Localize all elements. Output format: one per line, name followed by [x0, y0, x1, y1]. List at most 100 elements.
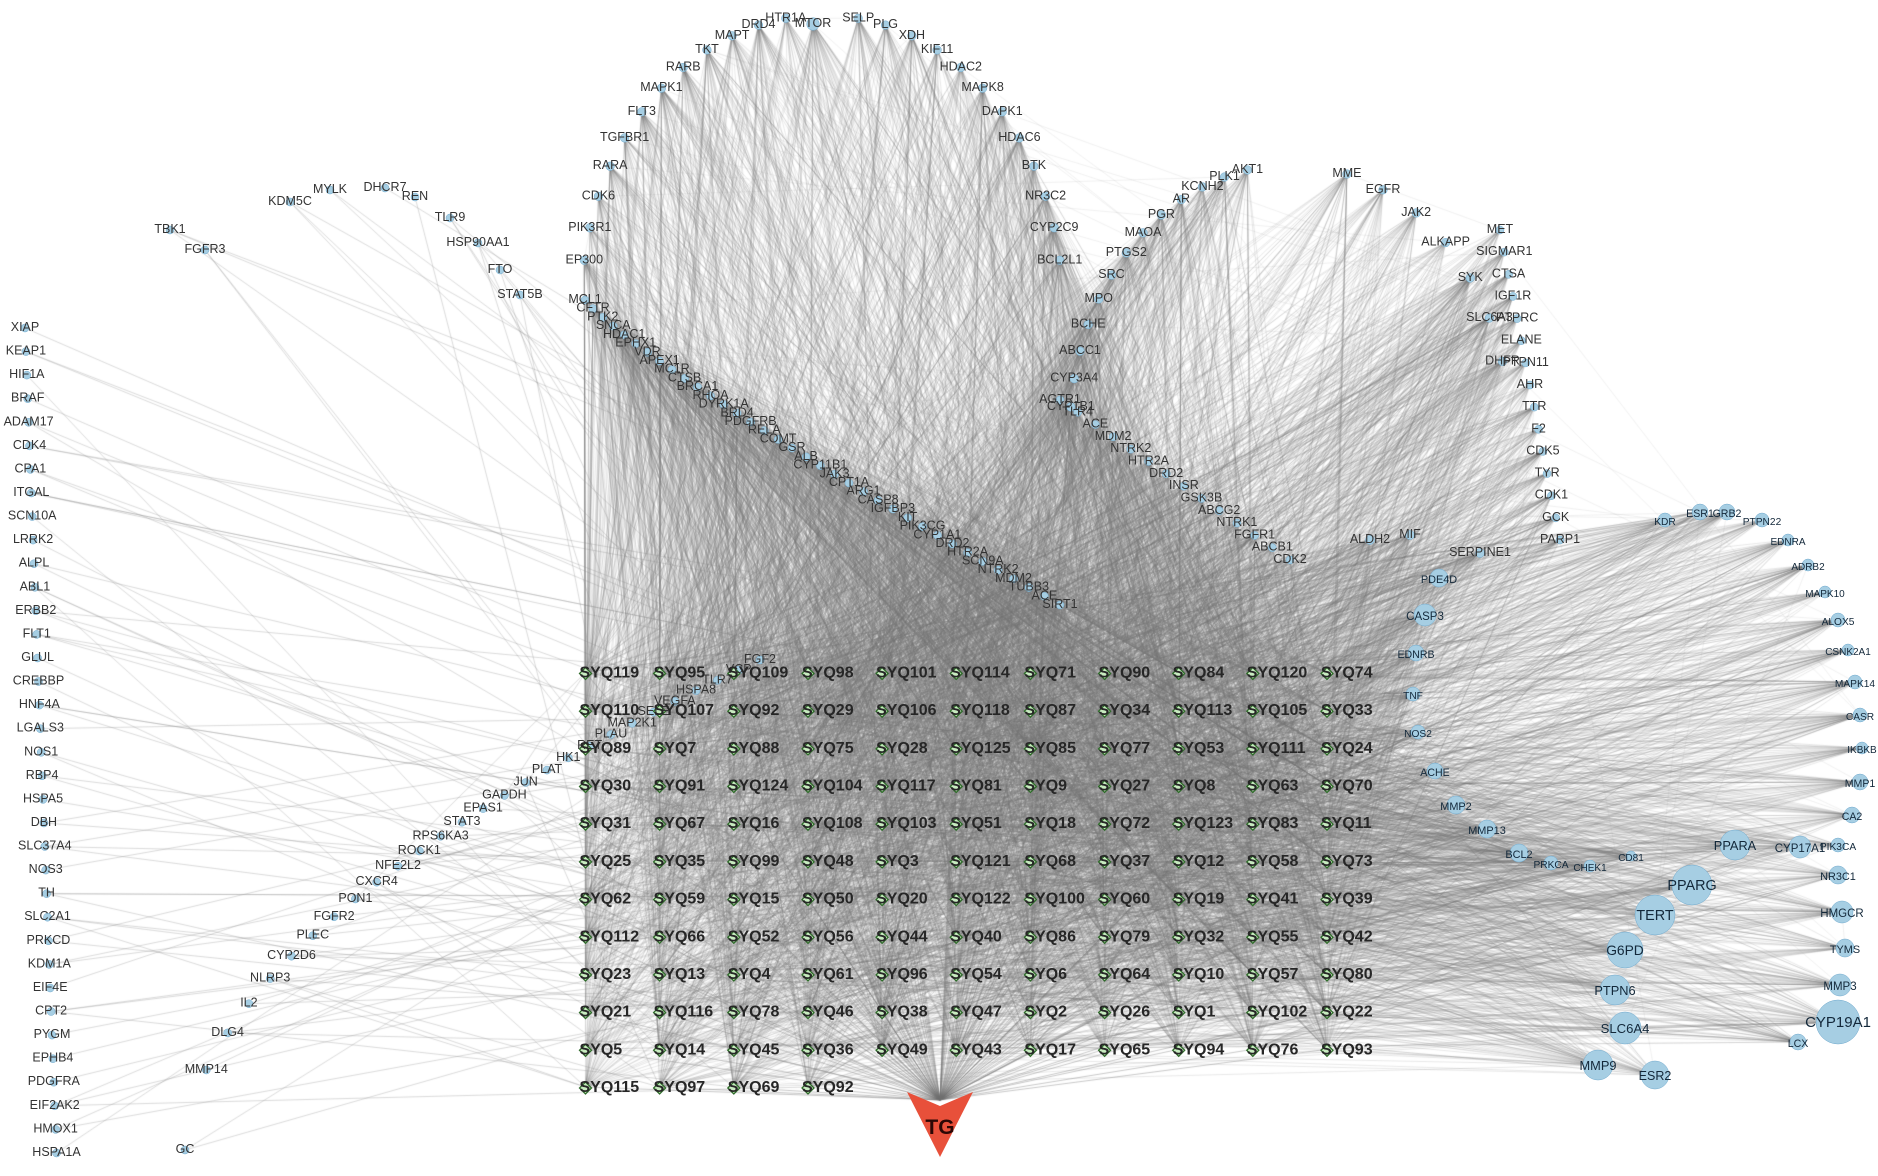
svg-text:EPAS1: EPAS1 — [463, 801, 502, 815]
svg-text:NOS3: NOS3 — [29, 862, 63, 876]
svg-text:SYQ97: SYQ97 — [654, 1079, 706, 1096]
svg-text:SYQ74: SYQ74 — [1321, 665, 1373, 682]
svg-text:SYQ13: SYQ13 — [654, 966, 706, 983]
svg-text:HIF1A: HIF1A — [9, 367, 45, 381]
svg-text:BCHE: BCHE — [1071, 317, 1106, 331]
svg-text:PLG: PLG — [873, 17, 898, 31]
svg-text:SYQ88: SYQ88 — [728, 740, 780, 757]
svg-text:EPHB4: EPHB4 — [32, 1051, 73, 1065]
svg-text:SYQ106: SYQ106 — [876, 702, 937, 719]
svg-text:AR: AR — [1173, 192, 1190, 206]
svg-text:SYK: SYK — [1458, 270, 1484, 284]
svg-text:SYQ26: SYQ26 — [1099, 1004, 1151, 1021]
svg-text:SYQ75: SYQ75 — [802, 740, 854, 757]
svg-text:CYP2D6: CYP2D6 — [267, 948, 316, 962]
svg-text:SELP: SELP — [842, 10, 874, 24]
svg-text:SYQ25: SYQ25 — [580, 853, 632, 870]
svg-text:SYQ65: SYQ65 — [1099, 1041, 1151, 1058]
svg-text:MIF: MIF — [1399, 527, 1421, 541]
svg-text:SYQ44: SYQ44 — [876, 928, 928, 945]
svg-text:ERBB2: ERBB2 — [15, 603, 56, 617]
svg-text:SYQ118: SYQ118 — [950, 702, 1010, 719]
svg-text:AHR: AHR — [1517, 377, 1543, 391]
svg-text:ABCC1: ABCC1 — [1059, 343, 1101, 357]
svg-text:SYQ114: SYQ114 — [950, 665, 1010, 682]
svg-text:SYQ14: SYQ14 — [654, 1041, 706, 1058]
svg-text:PTPN22: PTPN22 — [1743, 517, 1782, 528]
svg-text:SYQ76: SYQ76 — [1247, 1041, 1299, 1058]
svg-text:SYQ111: SYQ111 — [1247, 740, 1306, 757]
svg-text:ADAM17: ADAM17 — [4, 414, 54, 428]
svg-text:EP300: EP300 — [566, 252, 604, 266]
svg-text:SYQ52: SYQ52 — [728, 928, 780, 945]
svg-text:SYQ27: SYQ27 — [1099, 778, 1151, 795]
svg-text:TGFBR1: TGFBR1 — [600, 130, 649, 144]
svg-text:PDE4D: PDE4D — [1421, 574, 1457, 586]
svg-text:BCL2: BCL2 — [1505, 849, 1532, 861]
svg-text:SYQ48: SYQ48 — [802, 853, 854, 870]
svg-text:HSP90AA1: HSP90AA1 — [446, 235, 509, 249]
svg-text:NOS1: NOS1 — [24, 744, 58, 758]
svg-text:SYQ57: SYQ57 — [1247, 966, 1299, 983]
svg-text:GRB2: GRB2 — [1713, 508, 1742, 520]
svg-text:PPARG: PPARG — [1667, 878, 1716, 894]
svg-text:SRC: SRC — [1098, 267, 1124, 281]
svg-text:SYQ121: SYQ121 — [950, 853, 1011, 870]
svg-text:SYQ11: SYQ11 — [1321, 815, 1372, 832]
svg-text:FTO: FTO — [488, 262, 513, 276]
svg-text:BRAF: BRAF — [11, 391, 45, 405]
svg-text:SYQ92: SYQ92 — [728, 702, 780, 719]
svg-text:SYQ40: SYQ40 — [950, 928, 1002, 945]
svg-text:PPARA: PPARA — [1714, 838, 1757, 853]
svg-text:PTPN11: PTPN11 — [1503, 355, 1549, 369]
svg-text:SYQ77: SYQ77 — [1099, 740, 1151, 757]
svg-text:HNF4A: HNF4A — [19, 697, 61, 711]
svg-text:CYP17A1: CYP17A1 — [1775, 843, 1826, 855]
svg-text:SYQ94: SYQ94 — [1173, 1041, 1225, 1058]
svg-text:SYQ9: SYQ9 — [1024, 778, 1067, 795]
svg-text:SYQ46: SYQ46 — [802, 1004, 854, 1021]
svg-text:JAK2: JAK2 — [1401, 205, 1431, 219]
svg-text:RARB: RARB — [666, 60, 701, 74]
svg-text:FLT3: FLT3 — [628, 104, 656, 118]
svg-text:LGALS3: LGALS3 — [17, 721, 64, 735]
svg-text:CASR: CASR — [1846, 712, 1874, 723]
svg-text:SLC37A4: SLC37A4 — [18, 839, 72, 853]
svg-text:DAPK1: DAPK1 — [982, 104, 1023, 118]
svg-text:FLT1: FLT1 — [23, 626, 51, 640]
svg-text:TYMS: TYMS — [1830, 944, 1860, 956]
svg-text:SYQ95: SYQ95 — [654, 665, 706, 682]
svg-text:SYQ120: SYQ120 — [1247, 665, 1308, 682]
svg-text:EGFR: EGFR — [1366, 182, 1401, 196]
svg-text:SYQ70: SYQ70 — [1321, 778, 1373, 795]
svg-text:PTPRC: PTPRC — [1496, 311, 1538, 325]
svg-text:PGR: PGR — [1148, 207, 1175, 221]
svg-text:MAOA: MAOA — [1125, 225, 1162, 239]
svg-text:SYQ20: SYQ20 — [876, 891, 928, 908]
svg-text:SYQ60: SYQ60 — [1099, 891, 1151, 908]
svg-text:SYQ17: SYQ17 — [1024, 1041, 1076, 1058]
svg-text:SYQ45: SYQ45 — [728, 1041, 780, 1058]
svg-text:ELANE: ELANE — [1501, 333, 1542, 347]
svg-text:SYQ124: SYQ124 — [728, 778, 789, 795]
svg-text:CYP19A1: CYP19A1 — [1805, 1014, 1871, 1031]
svg-text:SYQ7: SYQ7 — [654, 740, 697, 757]
svg-text:SYQ63: SYQ63 — [1247, 778, 1299, 795]
svg-text:DHCR7: DHCR7 — [363, 180, 406, 194]
svg-text:ESR1: ESR1 — [1686, 508, 1714, 520]
svg-text:CREBBP: CREBBP — [13, 674, 64, 688]
svg-text:SYQ105: SYQ105 — [1247, 702, 1308, 719]
svg-text:SYQ15: SYQ15 — [728, 891, 780, 908]
svg-text:SYQ10: SYQ10 — [1173, 966, 1225, 983]
svg-text:PLEC: PLEC — [296, 928, 329, 942]
svg-text:SCN10A: SCN10A — [8, 509, 57, 523]
svg-text:MAPT: MAPT — [715, 28, 750, 42]
svg-text:SYQ1: SYQ1 — [1173, 1004, 1216, 1021]
svg-text:CPA1: CPA1 — [15, 461, 47, 475]
svg-text:SYQ117: SYQ117 — [876, 778, 936, 795]
svg-text:KIF11: KIF11 — [921, 42, 953, 56]
svg-text:STAT5B: STAT5B — [497, 287, 542, 301]
svg-text:SYQ49: SYQ49 — [876, 1041, 928, 1058]
svg-text:SYQ59: SYQ59 — [654, 891, 706, 908]
svg-text:SLC6A4: SLC6A4 — [1601, 1021, 1650, 1036]
